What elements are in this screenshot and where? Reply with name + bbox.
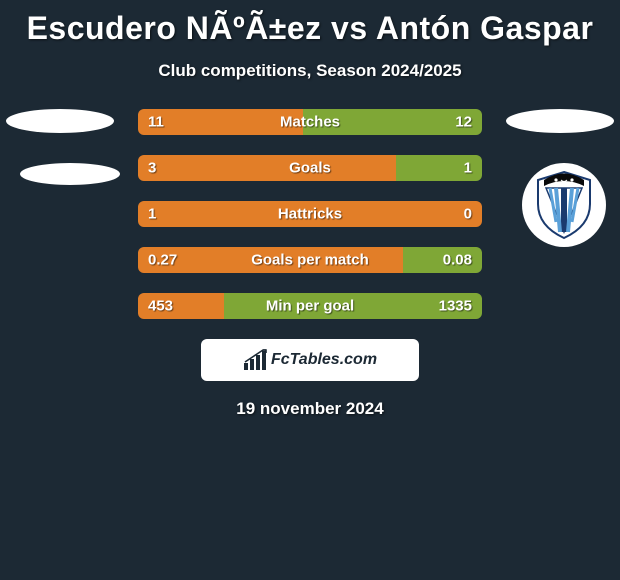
brand-text: FcTables.com	[271, 351, 377, 369]
stat-label: Hattricks	[278, 206, 342, 223]
stat-value-right: 1	[464, 160, 472, 177]
stat-bar-left	[138, 155, 396, 181]
stat-label: Goals	[289, 160, 331, 177]
right-club-logo	[522, 163, 606, 247]
brand-box: FcTables.com	[201, 339, 419, 381]
stat-row: 11 12 Matches	[138, 109, 482, 135]
stat-bars: 11 12 Matches 3 1 Goals 1 0 Hattricks 0.27 0.08 Goa…	[138, 109, 482, 319]
left-player-shape-1	[6, 109, 114, 133]
stat-value-left: 0.27	[148, 252, 177, 269]
stat-label: Goals per match	[251, 252, 369, 269]
stat-value-left: 1	[148, 206, 156, 223]
stat-value-right: 1335	[439, 298, 472, 315]
comparison-panel: 11 12 Matches 3 1 Goals 1 0 Hattricks 0.27 0.08 Goa…	[0, 109, 620, 419]
right-player-shape-1	[506, 109, 614, 133]
stat-label: Matches	[280, 114, 340, 131]
stat-value-right: 0.08	[443, 252, 472, 269]
stat-value-right: 0	[464, 206, 472, 223]
stat-value-left: 3	[148, 160, 156, 177]
stat-value-left: 11	[148, 114, 164, 131]
left-player-shape-2	[20, 163, 120, 185]
shield-icon	[534, 170, 594, 240]
date-text: 19 november 2024	[0, 399, 620, 419]
page-title: Escudero NÃºÃ±ez vs Antón Gaspar	[0, 0, 620, 47]
stat-value-right: 12	[455, 114, 472, 131]
stat-row: 1 0 Hattricks	[138, 201, 482, 227]
stat-row: 453 1335 Min per goal	[138, 293, 482, 319]
stat-label: Min per goal	[266, 298, 354, 315]
subtitle: Club competitions, Season 2024/2025	[0, 61, 620, 81]
stat-value-left: 453	[148, 298, 173, 315]
stat-row: 0.27 0.08 Goals per match	[138, 247, 482, 273]
stat-row: 3 1 Goals	[138, 155, 482, 181]
bars-icon	[243, 349, 267, 371]
